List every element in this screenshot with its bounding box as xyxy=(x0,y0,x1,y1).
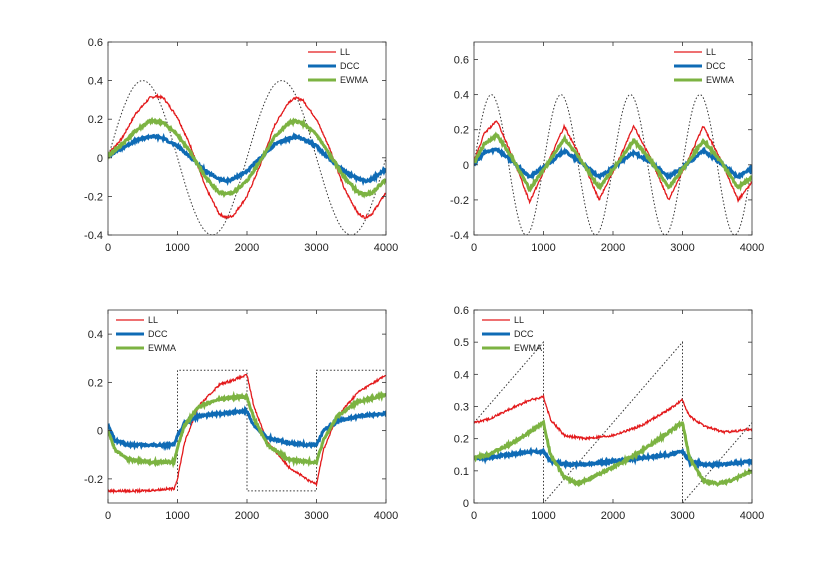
series-true-path xyxy=(474,340,752,503)
y-tick-label: -0.2 xyxy=(84,191,103,203)
x-tick-label: 2000 xyxy=(601,242,625,254)
y-tick-label: 0.6 xyxy=(88,37,103,49)
y-tick-label: 0.4 xyxy=(454,369,469,381)
x-tick-label: 4000 xyxy=(740,242,764,254)
legend-label-ll: LL xyxy=(340,47,350,57)
x-tick-label: 3000 xyxy=(304,242,328,254)
y-tick-label: 0.2 xyxy=(88,377,103,389)
series-line-ll xyxy=(108,92,386,220)
legend: LL DCC EWMA xyxy=(674,47,734,85)
y-tick-label: 0.6 xyxy=(454,305,469,317)
series-true-path xyxy=(177,369,386,492)
plot-area xyxy=(108,80,386,235)
y-tick-label: 0.3 xyxy=(454,402,469,414)
x-tick-label: 3000 xyxy=(670,510,694,522)
series-true-path xyxy=(474,94,752,235)
legend-label-dcc: DCC xyxy=(148,329,168,339)
y-tick-label: 0.2 xyxy=(454,434,469,446)
y-tick-label: 0.4 xyxy=(88,76,103,88)
x-tick-label: 0 xyxy=(105,510,111,522)
y-tick-label: -0.2 xyxy=(84,474,103,486)
series-line-ewma xyxy=(108,116,386,199)
y-tick-label: 0 xyxy=(97,153,103,165)
x-tick-label: 3000 xyxy=(670,242,694,254)
x-tick-label: 0 xyxy=(105,242,111,254)
y-tick-label: 0.4 xyxy=(454,90,469,102)
chart-panel-3: 0 1000 2000 3000 4000 -0.2 0 0.2 0.4 LL DCC EWMA xyxy=(84,309,398,522)
y-tick-label: 0 xyxy=(463,498,469,510)
y-tick-label: 0.2 xyxy=(88,114,103,126)
x-tick-label: 1000 xyxy=(531,510,555,522)
legend-label-dcc: DCC xyxy=(340,61,360,71)
y-tick-label: 0 xyxy=(463,160,469,172)
plot-area xyxy=(108,369,386,495)
legend-label-ewma: EWMA xyxy=(514,343,542,353)
x-tick-label: 0 xyxy=(471,242,477,254)
legend-label-ewma: EWMA xyxy=(706,75,734,85)
y-tick-label: 0.2 xyxy=(454,125,469,137)
plot-area xyxy=(474,340,752,503)
y-tick-label: 0.1 xyxy=(454,466,469,478)
x-tick-label: 1000 xyxy=(531,242,555,254)
y-tick-label: 0.4 xyxy=(88,329,103,341)
series-line-ll xyxy=(474,120,752,205)
series-line-ewma xyxy=(474,131,752,193)
x-tick-label: 2000 xyxy=(235,510,259,522)
y-tick-label: 0 xyxy=(97,426,103,438)
legend: LL DCC EWMA xyxy=(308,47,368,85)
series-line-ewma xyxy=(474,419,752,488)
x-tick-label: 2000 xyxy=(601,510,625,522)
legend: LL DCC EWMA xyxy=(482,315,542,353)
x-tick-label: 1000 xyxy=(165,242,189,254)
y-tick-label: -0.4 xyxy=(84,230,103,242)
series-line-ewma xyxy=(108,390,386,469)
x-tick-label: 1000 xyxy=(165,510,189,522)
legend-label-dcc: DCC xyxy=(706,61,726,71)
x-tick-label: 4000 xyxy=(740,510,764,522)
plot-area xyxy=(474,94,752,235)
legend-label-ll: LL xyxy=(706,47,716,57)
x-tick-label: 4000 xyxy=(374,242,398,254)
legend-label-ewma: EWMA xyxy=(340,75,368,85)
x-tick-label: 4000 xyxy=(374,510,398,522)
chart-panel-4: 0 1000 2000 3000 4000 0 0.1 0.2 0.3 0.4 0.5 0.6 LL DC… xyxy=(454,305,765,522)
y-tick-label: -0.2 xyxy=(450,195,469,207)
legend-label-dcc: DCC xyxy=(514,329,534,339)
y-tick-label: 0.5 xyxy=(454,337,469,349)
y-tick-label: -0.4 xyxy=(450,230,469,242)
chart-panel-2: 0 1000 2000 3000 4000 -0.4 -0.2 0 0.2 0.4 0.6 LL DCC… xyxy=(450,41,764,254)
x-tick-label: 0 xyxy=(471,510,477,522)
x-tick-label: 3000 xyxy=(304,510,328,522)
series-line-ll xyxy=(474,394,752,441)
legend-label-ewma: EWMA xyxy=(148,343,176,353)
series-line-dcc xyxy=(108,405,386,451)
legend-label-ll: LL xyxy=(514,315,524,325)
legend-label-ll: LL xyxy=(148,315,158,325)
legend: LL DCC EWMA xyxy=(116,315,176,353)
y-tick-label: 0.6 xyxy=(454,55,469,67)
chart-panel-1: 0 1000 2000 3000 4000 -0.4 -0.2 0 0.2 0.4 0.6 LL DCC… xyxy=(84,37,398,254)
series-true-path xyxy=(108,80,386,235)
series-line-dcc xyxy=(474,446,752,471)
x-tick-label: 2000 xyxy=(235,242,259,254)
